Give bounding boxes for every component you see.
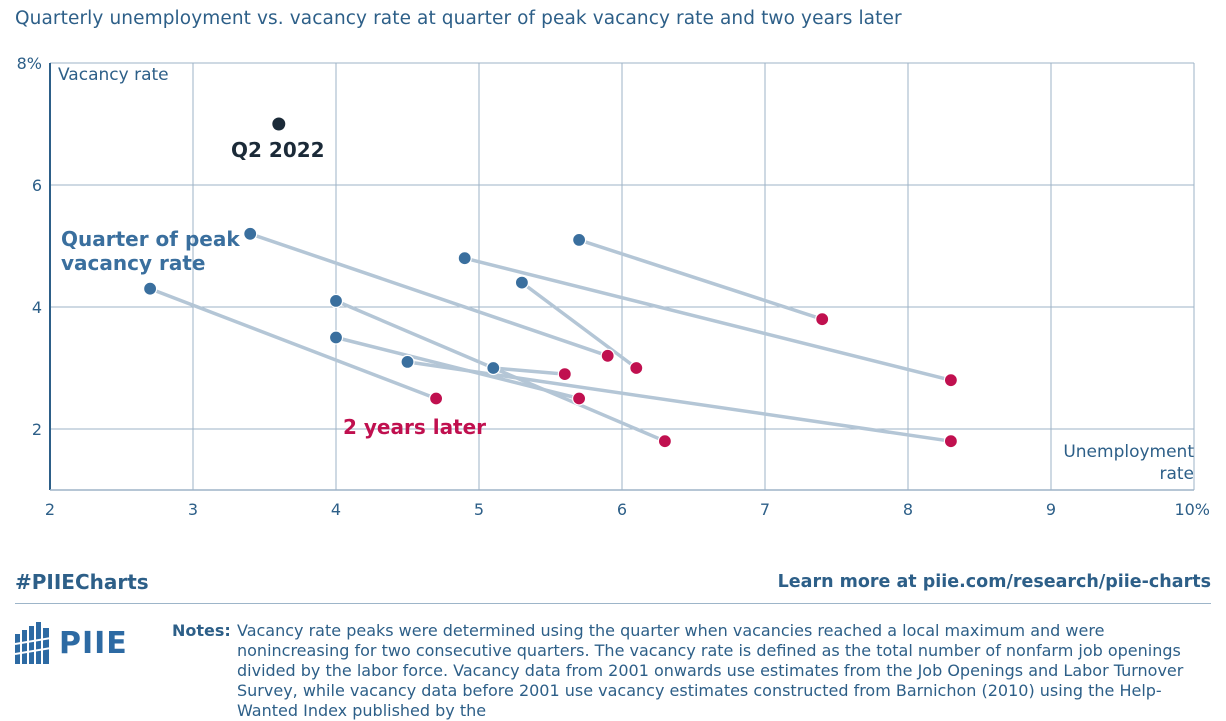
chart-title: Quarterly unemployment vs. vacancy rate … xyxy=(15,8,902,29)
peak-point xyxy=(328,293,344,308)
highlight-label: Q2 2022 xyxy=(231,138,325,162)
peak-point xyxy=(400,354,415,369)
y-tick-label: 6 xyxy=(32,176,42,195)
x-axis-label: rate xyxy=(1159,464,1194,484)
x-tick-label: 9 xyxy=(1046,500,1056,519)
peak-point xyxy=(514,275,530,290)
later-point xyxy=(557,367,572,382)
x-tick-label: 3 xyxy=(188,500,198,519)
y-axis-label: Vacancy rate xyxy=(58,65,169,85)
x-tick-label: 8 xyxy=(903,500,913,519)
connector-line xyxy=(405,360,953,443)
peak-point xyxy=(457,251,472,266)
connector-line xyxy=(334,299,667,443)
scatter-chart: 2 3 4 5 6 7 8 9 10% 2 4 6 8% Vacancy rate Unemployment… xyxy=(17,54,1210,519)
later-annotation: 2 years later xyxy=(343,415,486,439)
x-tick-label: 6 xyxy=(617,500,627,519)
learn-more-link[interactable]: Learn more at piie.com/research/piie-cha… xyxy=(777,572,1211,592)
connector-line xyxy=(577,238,824,321)
x-tick-label: 2 xyxy=(45,500,55,519)
later-point xyxy=(571,391,587,406)
hashtag[interactable]: #PIIECharts xyxy=(15,570,149,594)
connector-line xyxy=(462,256,953,382)
later-point xyxy=(943,373,959,388)
peak-point xyxy=(486,360,501,376)
peak-annotation: Quarter of peak xyxy=(61,227,240,251)
later-point xyxy=(629,360,644,376)
later-point xyxy=(600,348,615,363)
y-tick-label: 4 xyxy=(32,298,42,317)
building-icon xyxy=(15,622,51,664)
connector-line xyxy=(520,280,639,370)
peak-point xyxy=(143,281,158,296)
x-tick-label: 5 xyxy=(474,500,484,519)
y-tick-label: 8% xyxy=(17,54,42,73)
x-tick-label: 10% xyxy=(1174,500,1210,519)
peak-annotation: vacancy rate xyxy=(61,251,205,275)
highlight-point xyxy=(272,117,286,131)
peak-point xyxy=(571,232,587,247)
piie-logo: PIIE xyxy=(15,620,128,666)
y-tick-label: 2 xyxy=(32,420,42,439)
later-point xyxy=(815,312,830,327)
peak-point xyxy=(328,330,344,345)
footer-divider xyxy=(15,603,1211,604)
later-point xyxy=(657,434,673,449)
notes-label: Notes: xyxy=(172,621,231,640)
x-tick-label: 7 xyxy=(760,500,770,519)
logo-text: PIIE xyxy=(59,625,128,661)
x-axis-label: Unemployment xyxy=(1063,442,1194,462)
connector-line xyxy=(248,232,610,358)
peak-point xyxy=(243,226,258,241)
notes-text: Vacancy rate peaks were determined using… xyxy=(237,621,1184,720)
connector-line xyxy=(148,286,438,401)
later-point xyxy=(943,434,959,449)
x-tick-label: 4 xyxy=(331,500,341,519)
later-point xyxy=(429,391,444,406)
connector-line xyxy=(491,366,567,376)
